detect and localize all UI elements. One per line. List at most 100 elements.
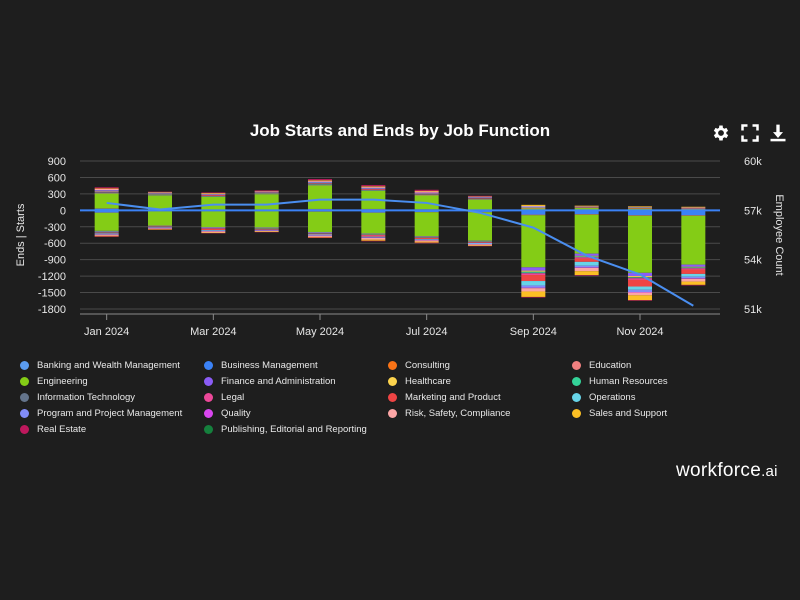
bar-end-segment [521,287,546,289]
bar-start-segment [521,207,546,208]
bar-start-segment [574,205,599,207]
bar-end-segment [521,210,546,215]
legend-color-dot [204,408,213,418]
bar-end-segment [681,278,706,282]
legend-item[interactable]: Sales and Support [572,405,756,421]
legend-item[interactable]: Publishing, Editorial and Reporting [204,421,388,437]
bar-start-segment [414,191,439,193]
bar-start-segment [414,190,439,192]
x-tick-label: May 2024 [296,326,344,338]
bar-start-segment [361,188,386,190]
legend-item[interactable]: Business Management [204,357,388,373]
bar-end-segment [681,267,706,268]
bar-start-segment [574,208,599,211]
bar-start-segment [521,205,546,207]
bar-end-segment [148,226,172,228]
bar-start-segment [308,182,332,184]
legend-item[interactable]: Education [572,357,756,373]
bar-end-segment [628,279,652,287]
legend-label: Real Estate [37,423,87,435]
y2-tick-label: 60k [744,156,762,168]
bar-end-segment [254,227,279,229]
bar-end-segment [414,239,439,240]
legend-item[interactable]: Operations [572,389,756,405]
bar-start-segment [201,193,226,194]
bar-end-segment [681,266,706,268]
legend-color-dot [20,424,29,434]
legend-label: Risk, Safety, Compliance [405,407,511,419]
bar-end-segment [308,236,332,238]
legend-color-dot [572,376,581,386]
bar-end-segment [521,270,546,272]
bar-start-segment [414,192,439,194]
bar-end-segment [94,235,119,237]
bar-end-segment [628,292,652,296]
bar-end-segment [521,215,546,268]
bar-start-segment [308,179,332,181]
bar-end-segment [148,228,172,229]
legend-item[interactable]: Engineering [20,373,204,389]
legend-label: Finance and Administration [221,375,336,387]
bar-end-segment [574,265,599,268]
bar-end-segment [468,244,492,246]
bar-end-segment [574,267,599,268]
x-tick-label: Jul 2024 [406,326,448,338]
bar-end-segment [628,277,652,279]
bar-end-segment [201,228,226,231]
bar-start-segment [308,183,332,184]
bar-end-segment [681,268,706,270]
bar-end-segment [308,234,332,235]
bar-end-segment [254,211,279,228]
bar-end-segment [468,212,492,241]
bar-start-segment [308,182,332,183]
bar-end-segment [681,264,706,267]
x-tick-label: Nov 2024 [616,326,663,338]
y-tick-label: 900 [48,156,66,168]
bar-end-segment [468,242,492,244]
bar-end-segment [681,273,706,277]
legend-label: Banking and Wealth Management [37,359,180,371]
bar-start-segment [628,206,652,208]
bar-start-segment [574,206,599,207]
legend-item[interactable]: Consulting [388,357,572,373]
legend-item[interactable]: Finance and Administration [204,373,388,389]
legend-color-dot [572,360,581,370]
bar-end-segment [681,278,706,279]
legend-item[interactable]: Banking and Wealth Management [20,357,204,373]
legend-item[interactable]: Real Estate [20,421,204,437]
bar-end-segment [521,271,546,273]
bar-end-segment [94,236,119,237]
bar-end-segment [361,235,386,237]
bar-start-segment [681,207,706,208]
legend-item[interactable]: Marketing and Product [388,389,572,405]
legend-label: Program and Project Management [37,407,183,419]
download-icon[interactable] [768,123,788,143]
bar-end-segment [201,227,226,228]
legend-item[interactable]: Legal [204,389,388,405]
chart-title: Job Starts and Ends by Job Function [249,121,551,140]
legend-color-dot [572,392,581,402]
legend-color-dot [204,424,213,434]
bar-end-segment [94,233,119,234]
legend-item[interactable]: Risk, Safety, Compliance [388,405,572,421]
bar-end-segment [681,215,706,265]
bar-end-segment [681,276,706,279]
bar-end-segment [361,233,386,235]
legend-item[interactable]: Healthcare [388,373,572,389]
bar-end-segment [574,214,599,215]
legend-item[interactable]: Information Technology [20,389,204,405]
bar-end-segment [361,235,386,236]
bar-end-segment [414,240,439,242]
legend-color-dot [388,376,397,386]
legend-item[interactable]: Program and Project Management [20,405,204,421]
expand-icon[interactable] [740,123,760,143]
legend-item[interactable]: Human Resources [572,373,756,389]
legend-item[interactable]: Quality [204,405,388,421]
gear-icon[interactable] [711,123,731,143]
bar-start-segment [94,192,119,193]
bar-end-segment [521,272,546,274]
bar-end-segment [94,230,119,232]
legend-label: Legal [221,391,245,403]
bar-end-segment [201,230,226,232]
